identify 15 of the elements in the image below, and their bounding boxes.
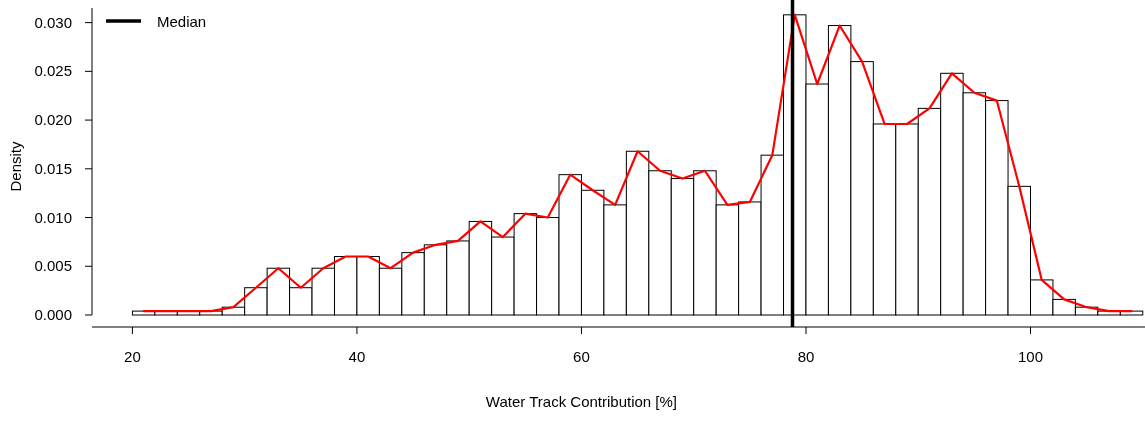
x-tick-label: 40 bbox=[348, 348, 366, 365]
y-axis-title: Density bbox=[7, 141, 24, 192]
x-tick-label: 100 bbox=[1017, 348, 1044, 365]
ref-line-label: Median bbox=[157, 13, 207, 30]
y-tick-label: 0.000 bbox=[34, 306, 72, 323]
y-tick-label: 0.020 bbox=[34, 111, 72, 129]
x-tick-label: 60 bbox=[573, 348, 590, 365]
x-tick-label: 20 bbox=[124, 348, 141, 365]
x-tick-label: 80 bbox=[797, 348, 815, 365]
y-tick-label: 0.010 bbox=[34, 208, 72, 226]
x-axis-title: Water Track Contribution [%] bbox=[485, 393, 678, 410]
y-tick-label: 0.030 bbox=[34, 13, 72, 31]
y-tick-label: 0.005 bbox=[34, 257, 72, 275]
y-tick-label: 0.015 bbox=[34, 159, 72, 177]
y-tick-label: 0.025 bbox=[34, 62, 72, 80]
